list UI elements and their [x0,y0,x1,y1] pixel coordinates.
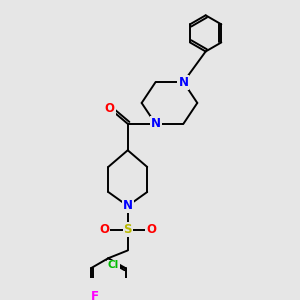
Text: F: F [91,290,99,300]
Text: O: O [146,223,156,236]
Text: O: O [105,102,115,115]
Text: O: O [99,223,109,236]
Text: N: N [151,117,160,130]
Text: N: N [123,200,133,212]
Text: S: S [124,223,132,236]
Text: N: N [178,76,188,88]
Text: Cl: Cl [107,260,119,271]
